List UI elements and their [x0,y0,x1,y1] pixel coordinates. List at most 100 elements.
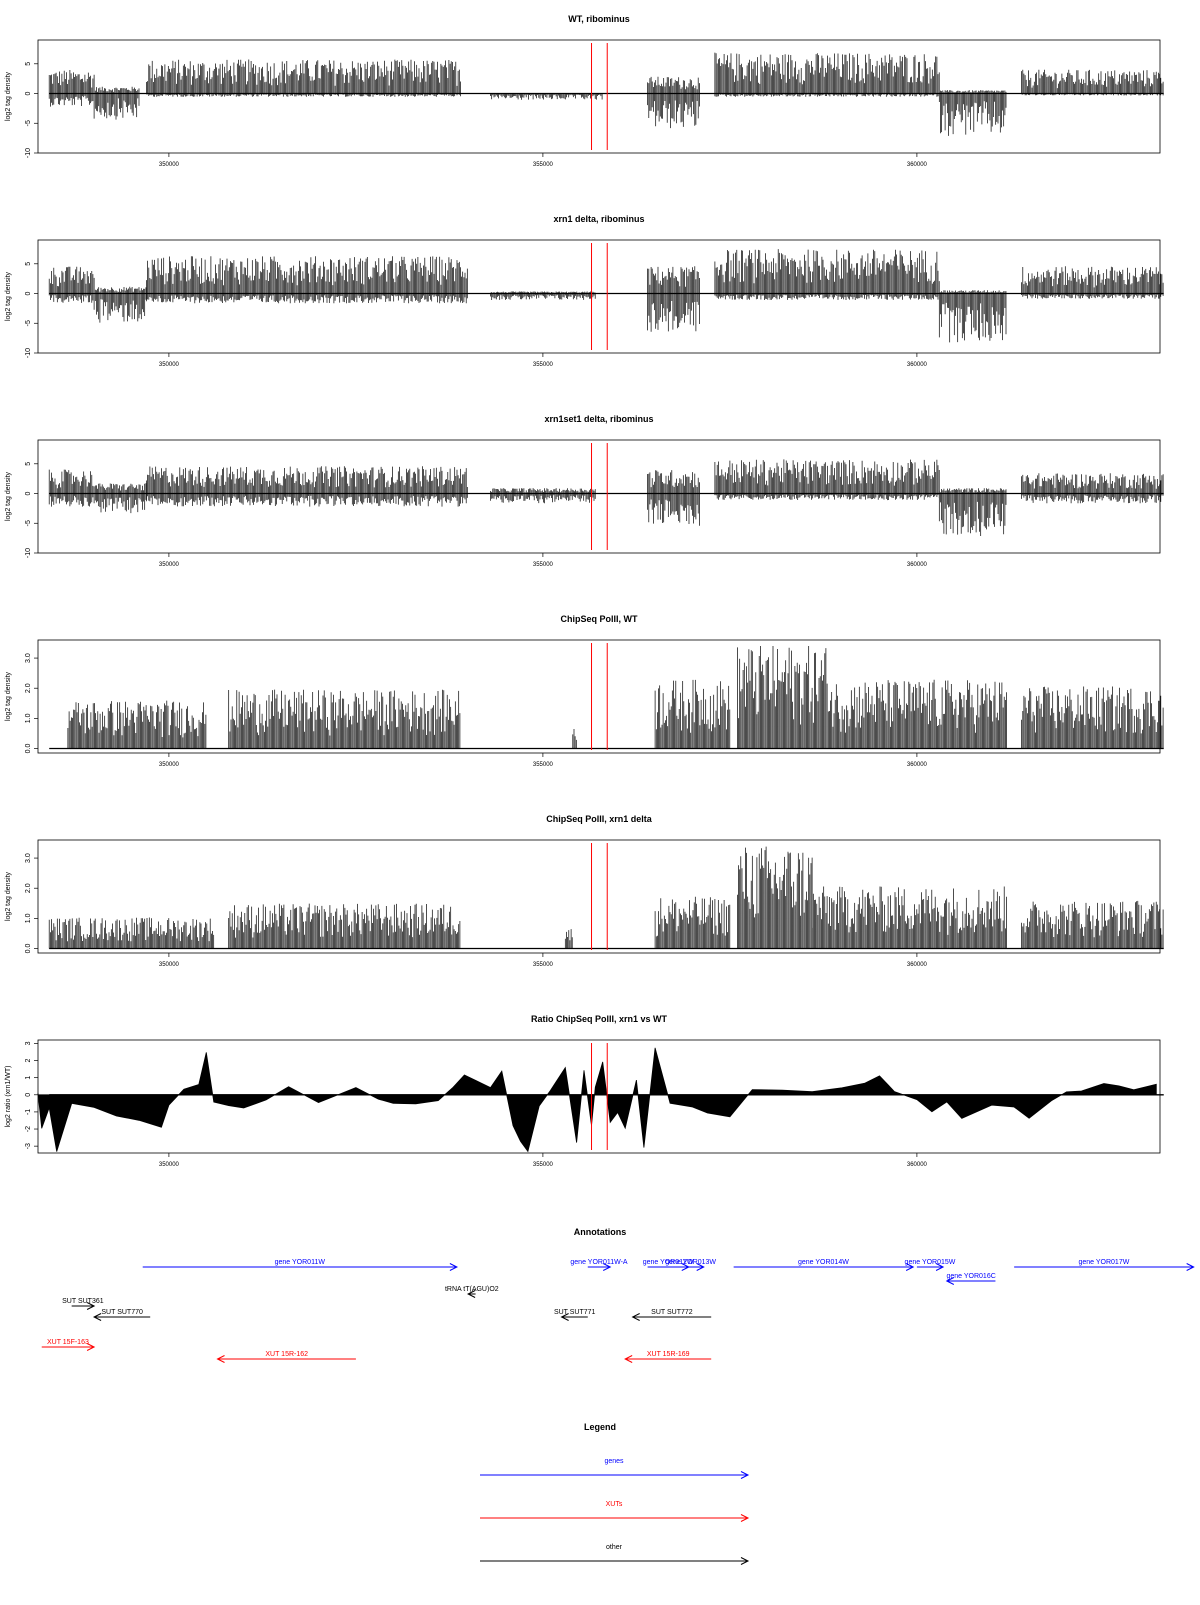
panel-title: xrn1 delta, ribominus [553,214,644,224]
legend-item-other: other [480,1544,750,1565]
y-tick-label: 0 [25,291,32,295]
arrow-head [696,1263,705,1271]
legend-label: genes [604,1458,624,1465]
panel-title: ChipSeq PolII, WT [561,614,638,624]
legend-item-gene: genes [480,1458,750,1479]
y-tick-label: -5 [25,320,32,326]
annotation-other: SUT SUT361 [62,1298,104,1310]
annotation-xut: XUT 15R-162 [216,1351,356,1363]
arrow-head [449,1263,458,1271]
legend-label: other [606,1544,623,1551]
y-tick-label: 5 [25,62,32,66]
arrow-head [560,1313,569,1321]
y-tick-label: 2.0 [25,883,32,893]
x-tick-label: 355000 [533,962,554,968]
legend-label: XUTs [606,1501,623,1508]
annotation-label: gene YOR011W [275,1259,326,1266]
x-tick-label: 360000 [907,962,928,968]
annotation-label: XUT 15R-169 [647,1351,690,1358]
y-tick-label: -1 [25,1109,32,1115]
y-axis-label: log2 tag density [5,271,12,321]
density-bars [48,459,1164,536]
panel-p3: xrn1set1 delta, ribominus -10 -5 0 5 log2 tag… [5,414,1164,568]
panel-p2: xrn1 delta, ribominus -10 -5 0 5 log2 tag den… [5,214,1164,368]
annotations-title: Annotations [574,1227,627,1237]
arrow-head [1186,1263,1195,1271]
arrow-head [92,1313,102,1321]
annotation-label: gene YOR014W [798,1259,849,1266]
annotation-other: SUT SUT772 [631,1309,712,1321]
panel-title: Ratio ChipSeq PolII, xrn1 vs WT [531,1014,668,1024]
y-tick-label: 5 [25,462,32,466]
x-tick-label: 350000 [159,762,180,768]
x-tick-label: 355000 [533,762,554,768]
y-axis-label: log2 ratio (xrn1/WT) [5,1066,12,1128]
plot-frame [37,39,1161,154]
panel-title: xrn1set1 delta, ribominus [544,414,653,424]
density-bars [67,646,1164,749]
y-tick-label: 0 [25,1093,32,1097]
y-tick-label: 0 [25,491,32,495]
arrow-head [631,1313,640,1321]
x-tick-label: 355000 [533,562,554,568]
plot-frame [37,239,1161,354]
annotation-gene: gene YOR013W [665,1259,716,1271]
arrow-head [935,1263,945,1271]
x-tick-label: 355000 [533,1162,554,1168]
y-tick-label: 2 [25,1058,32,1062]
arrow-head [945,1277,955,1285]
y-tick-label: 3 [25,1041,32,1045]
legend-title: Legend [584,1422,616,1432]
panel-p1: WT, ribominus -10 -5 0 5 log2 tag density 3500… [5,14,1164,168]
annotation-label: SUT SUT771 [554,1309,596,1316]
annotation-gene: gene YOR014W [733,1259,915,1271]
legend-panel: Legend genes XUTs other [480,1422,750,1565]
plot-frame [37,839,1161,954]
arrow-head [86,1343,96,1351]
annotation-xut: XUT 15F-163 [41,1339,96,1351]
arrow-head [905,1263,915,1271]
annotation-other: tRNA tT(AGU)O2 [445,1286,499,1298]
y-axis-label: log2 tag density [5,471,12,521]
y-tick-label: 0.0 [25,944,32,954]
annotation-gene: gene YOR016C [945,1273,996,1285]
x-tick-label: 350000 [159,162,180,168]
y-tick-label: 5 [25,262,32,266]
y-axis-label: log2 tag density [5,871,12,921]
legend-item-xut: XUTs [480,1501,750,1522]
annotation-label: gene YOR015W [905,1259,956,1266]
annotation-label: tRNA tT(AGU)O2 [445,1286,499,1293]
annotation-gene: gene YOR011W-A [570,1259,628,1271]
density-bars [48,52,1164,136]
arrow-head [602,1263,612,1271]
annotation-label: XUT 15F-163 [47,1339,89,1346]
y-tick-label: -3 [25,1143,32,1149]
panel-p5: ChipSeq PolII, xrn1 delta 0.0 1.0 2.0 3.0 log… [5,814,1164,968]
annotation-label: gene YOR011W-A [570,1259,628,1266]
y-tick-label: 0.0 [25,744,32,754]
arrow-head [740,1471,750,1479]
arrow-head [216,1355,225,1363]
density-bars [48,249,1164,343]
x-tick-label: 355000 [533,162,554,168]
panel-title: WT, ribominus [568,14,630,24]
y-tick-label: -5 [25,520,32,526]
plot-frame [37,439,1161,554]
y-tick-label: -5 [25,120,32,126]
annotation-gene: gene YOR017W [1014,1259,1195,1271]
y-tick-label: -2 [25,1126,32,1132]
x-tick-label: 350000 [159,1162,180,1168]
annotations-panel: Annotations gene YOR011W gene YOR011W-A gen… [41,1227,1195,1363]
y-tick-label: 1 [25,1076,32,1080]
panel-p4: ChipSeq PolII, WT 0.0 1.0 2.0 3.0 log2 tag de… [5,614,1164,768]
y-axis-label: log2 tag density [5,671,12,721]
annotation-label: gene YOR012W [643,1259,694,1266]
annotation-other: SUT SUT771 [554,1309,596,1321]
panel-p6: Ratio ChipSeq PolII, xrn1 vs WT -3 -2 -1 0 1 2… [5,1014,1164,1168]
y-axis-label: log2 tag density [5,71,12,121]
x-tick-label: 360000 [907,562,928,568]
ratio-area [37,1047,1157,1153]
arrow-head [466,1290,476,1298]
x-tick-label: 360000 [907,762,928,768]
